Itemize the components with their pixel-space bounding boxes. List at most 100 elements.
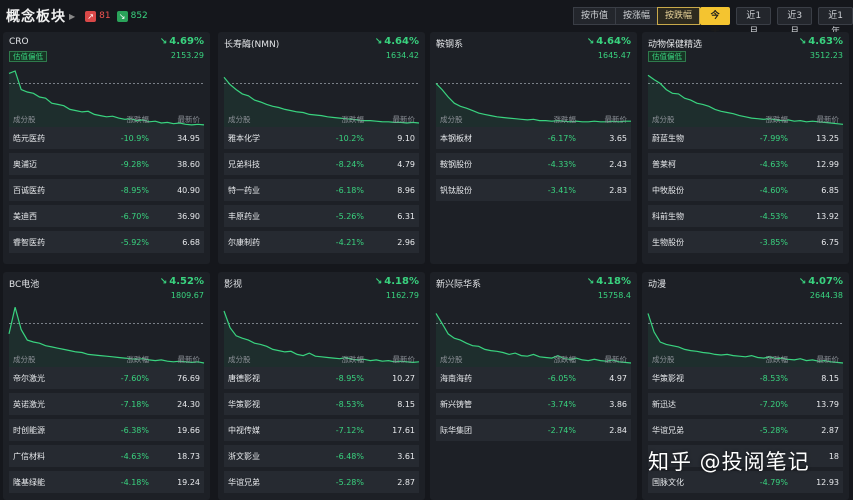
table-row[interactable]: 奥浦迈 -9.28% 38.60 [9,153,204,175]
table-row[interactable]: 特一药业 -6.18% 8.96 [224,179,419,201]
stock-name: 中视传媒 [228,425,260,435]
stock-name: 海南海药 [440,373,472,383]
panel-change: ↘ 4.69% [160,36,204,47]
panel-index-value: 2153.29 [170,51,204,60]
table-row[interactable]: 科前生物 -4.53% 13.92 [648,205,843,227]
stock-price: 8.15 [821,373,839,383]
range-1m-button[interactable]: 近1月 [736,7,772,37]
stock-change: -7.60% [120,373,149,383]
table-row[interactable]: 生物股份 -3.85% 6.75 [648,231,843,253]
stock-name: 钒钛股份 [440,185,472,195]
stock-name: 英诺激光 [13,399,45,409]
table-row[interactable]: 普莱柯 -4.63% 12.99 [648,153,843,175]
panel-index-value: 3512.23 [809,51,843,60]
concept-panel[interactable]: 影视 ↘ 4.18% 1162.79 成分股 涨跌幅 最新价 唐德影视 -8.95% 10.27 华… [218,272,425,500]
table-row[interactable]: 广信材料 -4.63% 18.73 [9,445,204,467]
stock-change: -4.79% [759,477,788,487]
column-header-name: 成分股 [228,354,251,364]
table-row[interactable]: 雅本化学 -10.2% 9.10 [224,127,419,149]
table-row[interactable]: 唐德影视 -8.95% 10.27 [224,367,419,389]
table-row[interactable]: 华谊兄弟 -5.28% 2.87 [648,419,843,441]
stock-change: -8.95% [335,373,364,383]
sort-by-loss-button[interactable]: 按跌幅 [657,7,701,25]
table-row[interactable]: 英诺激光 -7.18% 24.30 [9,393,204,415]
panel-change-value: 4.07% [808,276,843,287]
stock-price: 13.25 [816,133,839,143]
stock-name: 普莱柯 [652,159,676,169]
concept-panel[interactable]: 动漫 ↘ 4.07% 2644.38 成分股 涨跌幅 最新价 华策影视 -8.53% 8.15 新迅… [642,272,849,500]
table-row[interactable]: 浙文影业 -6.48% 3.61 [224,445,419,467]
table-row[interactable]: 本钢板材 -6.17% 3.65 [436,127,631,149]
stock-change: -4.60% [759,185,788,195]
stock-name: 广信材料 [13,451,45,461]
table-row[interactable]: 睿智医药 -5.92% 6.68 [9,231,204,253]
down-arrow-icon: ↘ [586,277,595,287]
table-row[interactable]: 兄弟科技 -8.24% 4.79 [224,153,419,175]
title-expand-icon[interactable]: ▶ [69,11,76,21]
sort-by-gain-button[interactable]: 按涨幅 [615,7,659,25]
stock-price: 34.95 [177,133,200,143]
valuation-badge: 估值偏低 [9,51,47,62]
concept-panel[interactable]: 鞍钢系 ↘ 4.64% 1645.47 成分股 涨跌幅 最新价 本钢板材 -6.17% 3.65 鞍… [430,32,637,264]
table-row[interactable]: 18 [648,445,843,467]
stock-change: -6.48% [335,451,364,461]
sparkline-chart [647,74,844,134]
table-row[interactable]: 国脉文化 -4.79% 12.93 [648,471,843,493]
stock-name: 科前生物 [652,211,684,221]
stock-change: -9.28% [120,159,149,169]
table-header: 成分股 涨跌幅 最新价 [436,352,631,366]
stock-price: 2.83 [609,185,627,195]
table-row[interactable]: 中视传媒 -7.12% 17.61 [224,419,419,441]
concept-panel[interactable]: CRO ↘ 4.69% 2153.29 估值偏低 成分股 涨跌幅 最新价 皓元医药 -10.9% 3… [3,32,210,264]
stock-price: 36.90 [177,211,200,221]
stock-price: 8.15 [397,399,415,409]
table-row[interactable]: 钒钛股份 -3.41% 2.83 [436,179,631,201]
table-row[interactable]: 新迅达 -7.20% 13.79 [648,393,843,415]
table-row[interactable]: 中牧股份 -4.60% 6.85 [648,179,843,201]
table-row[interactable]: 时创能源 -6.38% 19.66 [9,419,204,441]
panel-change-value: 4.18% [384,276,419,287]
table-row[interactable]: 美迪西 -6.70% 36.90 [9,205,204,227]
column-header-chg: 涨跌幅 [765,114,789,124]
stock-change: -2.74% [547,425,576,435]
concept-panel[interactable]: 动物保健精选 ↘ 4.63% 3512.23 估值偏低 成分股 涨跌幅 最新价 蔚蓝生物 -7.9… [642,32,849,264]
table-row[interactable]: 百诚医药 -8.95% 40.90 [9,179,204,201]
range-3m-button[interactable]: 近3月 [777,7,813,37]
table-row[interactable]: 帝尔激光 -7.60% 76.69 [9,367,204,389]
stock-price: 12.99 [816,159,839,169]
panel-index-value: 1809.67 [170,291,204,300]
table-row[interactable]: 华谊兄弟 -5.28% 2.87 [224,471,419,493]
stock-change: -7.99% [759,133,788,143]
concept-panel[interactable]: 长寿酶(NMN) ↘ 4.64% 1634.42 成分股 涨跌幅 最新价 雅本化学 -10.2%… [218,32,425,264]
stock-change: -5.26% [335,211,364,221]
sort-by-market-cap-button[interactable]: 按市值 [573,7,617,25]
down-arrow-icon: ↘ [116,10,128,22]
table-row[interactable]: 海南海药 -6.05% 4.97 [436,367,631,389]
page-title: 概念板块 [6,9,66,25]
concept-panel[interactable]: 新兴际华系 ↘ 4.18% 15758.4 成分股 涨跌幅 最新价 海南海药 -6.05% 4.9… [430,272,637,500]
column-header-name: 成分股 [440,354,463,364]
panel-change-value: 4.64% [596,36,631,47]
table-header: 成分股 涨跌幅 最新价 [9,352,204,366]
range-1y-button[interactable]: 近1年 [818,7,853,37]
concept-panel[interactable]: BC电池 ↘ 4.52% 1809.67 成分股 涨跌幅 最新价 帝尔激光 -7.60% 76.6… [3,272,210,500]
table-row[interactable]: 华策影视 -8.53% 8.15 [224,393,419,415]
table-row[interactable]: 华策影视 -8.53% 8.15 [648,367,843,389]
table-row[interactable]: 隆基绿能 -4.18% 19.24 [9,471,204,493]
stock-change: -6.38% [120,425,149,435]
panel-change: ↘ 4.63% [799,36,843,47]
stock-price: 6.85 [821,185,839,195]
panel-change: ↘ 4.64% [587,36,631,47]
sparkline-area [9,307,204,374]
range-today-button[interactable]: 今天 [700,7,731,37]
table-row[interactable]: 新兴铸管 -3.74% 3.86 [436,393,631,415]
stock-change: -5.28% [759,425,788,435]
stock-price: 17.61 [392,425,415,435]
table-row[interactable]: 际华集团 -2.74% 2.84 [436,419,631,441]
table-row[interactable]: 鞍钢股份 -4.33% 2.43 [436,153,631,175]
sparkline-area [648,313,843,374]
table-row[interactable]: 尔康制药 -4.21% 2.96 [224,231,419,253]
table-row[interactable]: 蔚蓝生物 -7.99% 13.25 [648,127,843,149]
table-row[interactable]: 丰原药业 -5.26% 6.31 [224,205,419,227]
table-row[interactable]: 皓元医药 -10.9% 34.95 [9,127,204,149]
